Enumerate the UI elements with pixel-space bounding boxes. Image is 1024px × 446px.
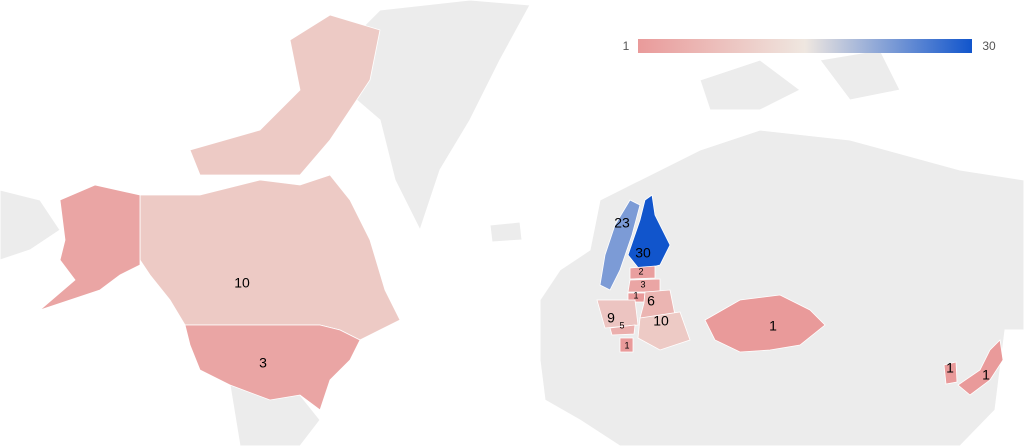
color-axis: 1 30 — [623, 39, 996, 53]
color-min-label: 1 — [623, 39, 630, 53]
region[interactable] — [704, 294, 826, 353]
value-label: 6 — [647, 293, 655, 309]
value-label: 1 — [769, 318, 777, 334]
value-label: 1 — [982, 367, 990, 383]
region[interactable] — [629, 265, 656, 280]
regions — [39, 14, 1004, 411]
region[interactable] — [139, 174, 401, 341]
region[interactable] — [609, 324, 636, 336]
value-label: 9 — [607, 310, 615, 326]
region[interactable] — [599, 199, 641, 291]
color-max-label: 30 — [982, 39, 996, 53]
region[interactable] — [39, 184, 141, 311]
value-label: 1 — [633, 290, 638, 300]
value-label: 2 — [638, 266, 643, 276]
value-label: 5 — [619, 320, 624, 330]
region[interactable] — [184, 324, 361, 411]
value-label: 23 — [614, 215, 630, 231]
region[interactable] — [619, 337, 634, 353]
region[interactable] — [957, 339, 1004, 396]
region[interactable] — [637, 311, 691, 351]
value-label: 3 — [640, 279, 645, 289]
region[interactable] — [189, 14, 381, 176]
region[interactable] — [596, 299, 639, 329]
value-label: 3 — [259, 355, 267, 371]
value-label: 30 — [635, 245, 651, 261]
value-label: 10 — [653, 313, 669, 329]
value-label: 10 — [234, 275, 250, 291]
color-bar — [638, 39, 972, 53]
value-label: 1 — [946, 360, 954, 376]
region[interactable] — [943, 361, 958, 385]
value-label: 1 — [624, 340, 629, 350]
